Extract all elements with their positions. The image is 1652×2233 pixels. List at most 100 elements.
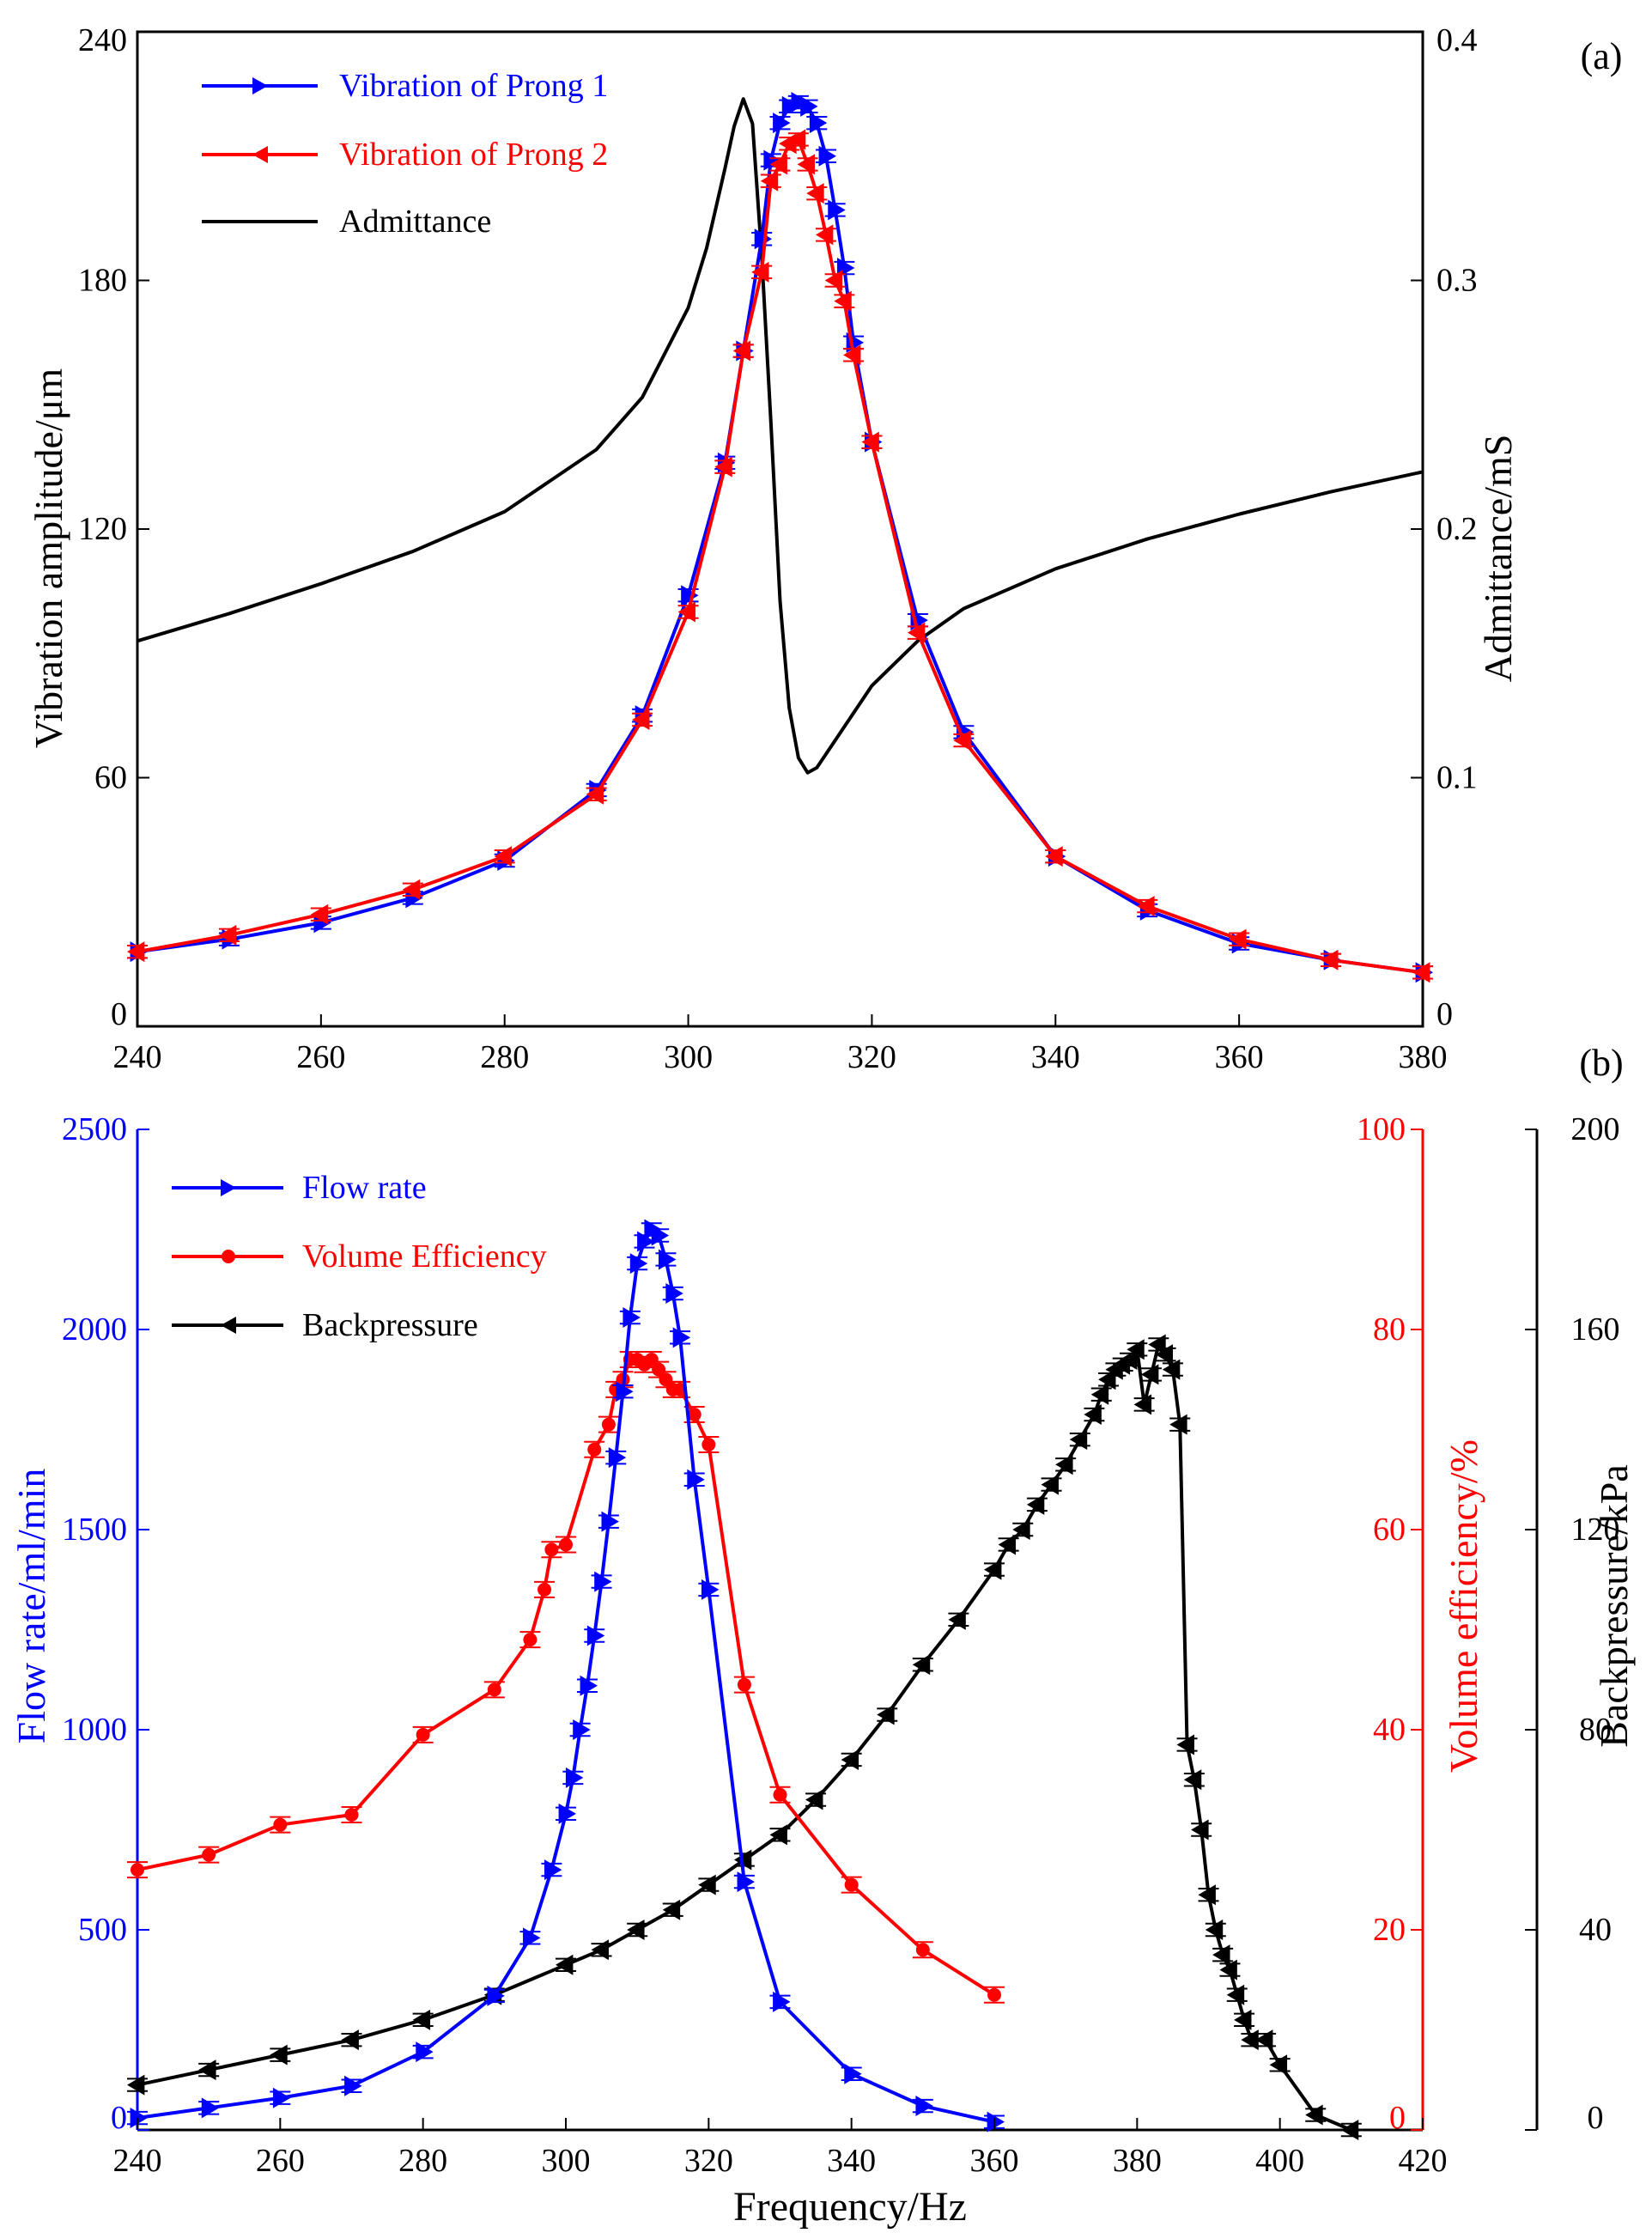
data-point-b1-7 xyxy=(538,1582,552,1597)
series-line-a1 xyxy=(137,137,1424,975)
data-point-b2-46 xyxy=(1234,2009,1252,2030)
data-point-b0-25 xyxy=(687,1469,705,1490)
data-point-a1-3 xyxy=(402,879,421,900)
series-line-a2 xyxy=(137,97,1424,775)
x-tick-label: 300 xyxy=(664,1039,713,1075)
y-left-tick-label: 240 xyxy=(78,22,127,58)
data-point-b2-16 xyxy=(912,1654,931,1676)
data-point-b0-3 xyxy=(344,2075,362,2096)
panel-a-label: (a) xyxy=(1581,35,1623,77)
data-point-b2-50 xyxy=(1305,2104,1323,2126)
y-right-tick-label: 0 xyxy=(1436,996,1453,1032)
panel-b: (b) 240 260 280 300 320 340 360 380 400 420050010… xyxy=(9,1042,1636,2230)
y-right2-tick-label: 0 xyxy=(1588,2100,1604,2136)
panel-b-label: (b) xyxy=(1579,1042,1623,1084)
data-point-b2-38 xyxy=(1176,1734,1194,1755)
x-tick-label: 240 xyxy=(113,2143,162,2179)
data-point-b1-22 xyxy=(687,1408,701,1422)
y-left-tick-label: 2500 xyxy=(62,1111,127,1147)
data-point-b0-17 xyxy=(623,1307,641,1329)
y-left-tick-label: 2000 xyxy=(62,1311,127,1348)
legend-flow-rate: Flow rate xyxy=(302,1170,427,1206)
x-tick-label: 340 xyxy=(827,2143,876,2179)
data-point-a0-16 xyxy=(809,113,828,134)
data-point-a1-8 xyxy=(714,456,732,478)
data-point-b2-7 xyxy=(591,1939,609,1961)
data-point-a1-1 xyxy=(218,924,237,946)
data-point-b0-4 xyxy=(416,2041,434,2063)
data-point-b0-28 xyxy=(773,1991,791,2012)
data-point-b2-13 xyxy=(805,1789,823,1810)
data-point-b0-22 xyxy=(659,1249,677,1270)
data-point-b2-36 xyxy=(1162,1359,1181,1380)
data-point-a1-21 xyxy=(861,431,879,453)
series-line-a0 xyxy=(137,100,1424,975)
legend-vibration-prong-2: Vibration of Prong 2 xyxy=(339,137,608,173)
y-right-tick-label: 0.2 xyxy=(1436,511,1478,547)
data-point-b2-45 xyxy=(1226,1984,1245,2005)
y-right-tick-label: 40 xyxy=(1373,1712,1406,1748)
data-point-b2-27 xyxy=(1098,1369,1116,1390)
data-point-b1-3 xyxy=(344,1808,359,1822)
data-point-a1-23 xyxy=(953,730,971,751)
series-line-b0 xyxy=(137,1227,995,2124)
x-tick-label: 420 xyxy=(1399,2143,1448,2179)
data-point-b2-14 xyxy=(841,1749,859,1770)
series-line-b2 xyxy=(137,1342,1352,2132)
data-point-b2-6 xyxy=(556,1954,574,1975)
y-right-tick-label: 0.1 xyxy=(1436,760,1478,796)
data-point-a1-0 xyxy=(127,941,145,963)
data-point-b1-27 xyxy=(915,1943,930,1957)
data-point-a1-17 xyxy=(815,224,834,246)
data-point-b2-34 xyxy=(1148,1334,1166,1355)
data-point-a1-22 xyxy=(907,622,926,643)
data-point-b2-42 xyxy=(1205,1920,1224,1940)
y-right2-tick-label: 40 xyxy=(1579,1912,1612,1948)
data-point-b2-48 xyxy=(1255,2029,1273,2051)
data-point-b2-12 xyxy=(769,1824,787,1846)
data-point-a0-10 xyxy=(754,228,773,250)
data-point-b2-33 xyxy=(1140,1364,1159,1385)
x-tick-label: 260 xyxy=(296,1039,345,1075)
data-point-b2-10 xyxy=(698,1874,716,1895)
data-point-b2-47 xyxy=(1241,2029,1259,2051)
x-tick-label: 320 xyxy=(847,1039,896,1075)
data-point-b2-51 xyxy=(1340,2120,1359,2140)
panel-b-series xyxy=(127,1219,1362,2140)
data-point-a1-25 xyxy=(1137,896,1155,917)
data-point-a1-20 xyxy=(843,344,861,366)
data-point-b2-30 xyxy=(1120,1348,1138,1370)
data-point-b0-5 xyxy=(487,1985,505,2006)
legend-vibration-prong-1: Vibration of Prong 1 xyxy=(339,68,608,104)
data-point-a1-2 xyxy=(310,904,329,925)
data-point-b2-2 xyxy=(270,2044,288,2066)
data-point-b1-18 xyxy=(652,1362,666,1377)
data-point-b0-16 xyxy=(616,1381,634,1402)
y-left-tick-label: 0 xyxy=(111,996,127,1032)
data-point-a0-15 xyxy=(800,95,818,117)
data-point-a1-5 xyxy=(586,783,604,805)
x-tick-label: 340 xyxy=(1031,1039,1080,1075)
data-point-a0-17 xyxy=(818,145,836,167)
y-right-tick-label: 100 xyxy=(1357,1111,1406,1147)
data-point-b0-26 xyxy=(701,1579,720,1600)
data-point-b0-1 xyxy=(201,2097,220,2119)
data-point-b0-23 xyxy=(665,1283,683,1305)
data-point-b1-5 xyxy=(487,1682,501,1697)
data-point-b0-9 xyxy=(565,1767,584,1788)
y-left-tick-label: 120 xyxy=(78,511,127,547)
panel-a-frame xyxy=(136,30,1424,1028)
data-point-a1-18 xyxy=(824,270,843,291)
data-point-b1-24 xyxy=(737,1677,751,1692)
data-point-b1-26 xyxy=(844,1877,859,1892)
data-point-b2-22 xyxy=(1041,1474,1059,1495)
data-point-a0-14 xyxy=(791,92,809,113)
y-right-tick-label: 20 xyxy=(1373,1912,1406,1948)
data-point-b0-14 xyxy=(601,1511,619,1532)
panel-a-y-right-label: Admittance/mS xyxy=(1476,435,1520,683)
data-point-b2-41 xyxy=(1198,1884,1216,1906)
y-right2-tick-label: 120 xyxy=(1571,1512,1620,1548)
data-point-b2-43 xyxy=(1212,1944,1230,1966)
panel-a: (a) 240 260 280 300 320 340 360 380060120180240… xyxy=(27,22,1622,1075)
